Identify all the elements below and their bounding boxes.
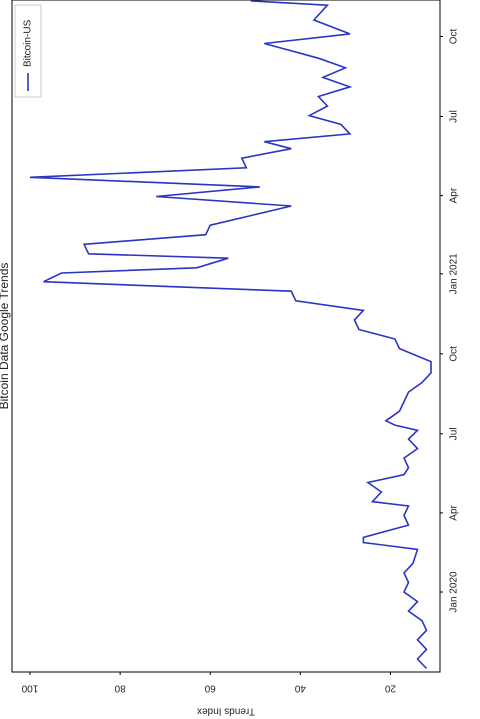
x-tick-label: Oct xyxy=(449,346,460,362)
plot-frame xyxy=(11,0,441,673)
x-tick-label: Apr xyxy=(449,504,460,520)
x-tick-label: Jan 2020 xyxy=(449,571,460,613)
y-tick-label: 100 xyxy=(21,682,38,693)
x-tick-label: Jul xyxy=(449,427,460,440)
line xyxy=(29,0,432,670)
x-tick-label: Jul xyxy=(449,110,460,123)
y-axis-label: Trends Index xyxy=(197,705,255,716)
y-tick-label: 80 xyxy=(114,682,126,693)
x-tick-label: Jan 2021 xyxy=(449,253,460,295)
x-tick-label: Apr xyxy=(449,187,460,203)
rotated-chart: Bitcoin Data Google Trends Trends Index … xyxy=(0,0,460,716)
x-tick-label: Oct xyxy=(449,29,460,45)
legend-label: Bitcoin-US xyxy=(23,19,34,67)
chart-title: Bitcoin Data Google Trends xyxy=(0,263,11,410)
y-tick-label: 20 xyxy=(384,682,396,693)
y-tick-label: 60 xyxy=(204,682,216,693)
legend-box xyxy=(14,4,42,98)
y-tick-label: 40 xyxy=(294,682,306,693)
